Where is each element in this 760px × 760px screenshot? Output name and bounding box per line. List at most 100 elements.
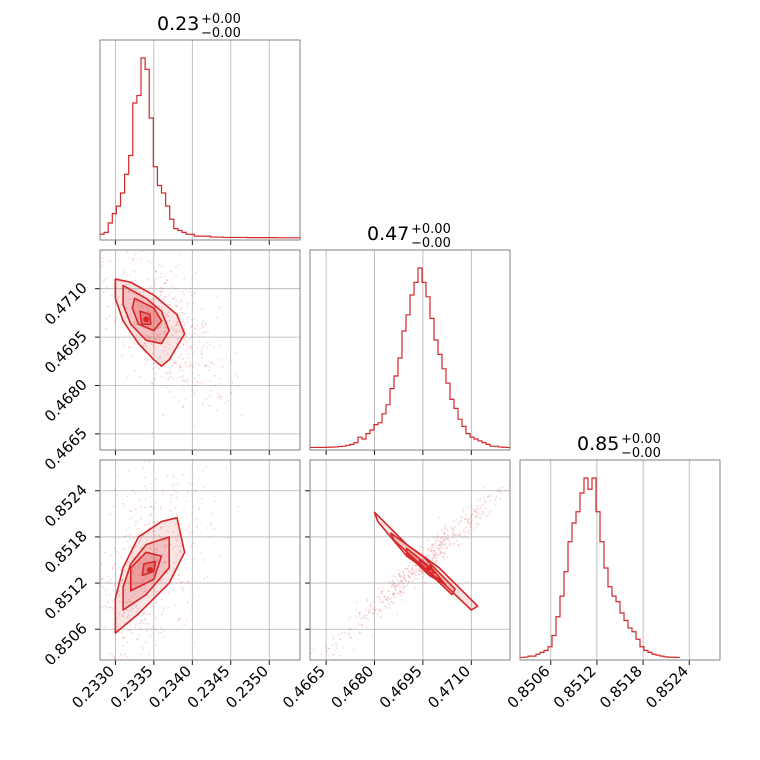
contour-panel-3-2-sample-point [469, 525, 471, 528]
contour-panel-3-2-sample-point [422, 571, 425, 574]
contour-panel-2-1-sample-point [128, 290, 130, 293]
contour-panel-3-1-sample-point [167, 591, 170, 594]
contour-panel-3-2-sample-point [403, 577, 406, 579]
contour-panel-3-1-sample-point [133, 566, 135, 569]
contour-panel-3-2-sample-point [388, 606, 390, 609]
contour-panel-2-1-sample-point [157, 327, 160, 329]
contour-panel-3-1-sample-point [127, 614, 130, 617]
contour-panel-3-1-sample-point [124, 600, 127, 603]
contour-panel-3-2-sample-point [392, 594, 394, 596]
contour-panel-2-1-sample-point [175, 330, 178, 333]
contour-panel-2-1-sample-point [178, 253, 181, 256]
contour-panel-3-2-sample-point [446, 538, 448, 540]
contour-panel-3-2-sample-point [470, 520, 472, 523]
contour-panel-3-2-sample-point [442, 543, 444, 546]
contour-panel-2-1-sample-point [168, 371, 171, 373]
contour-panel-2-1-sample-point [164, 377, 167, 380]
contour-panel-2-1-sample-point [175, 361, 178, 364]
contour-panel-3-2-sample-point [335, 642, 337, 645]
contour-panel-3-2-sample-point [443, 538, 446, 541]
contour-panel-2-1-sample-point [191, 318, 193, 321]
contour-panel-3-2-sample-point [433, 549, 436, 552]
contour-panel-3-1-sample-point [172, 561, 175, 564]
contour-panel-2-1-sample-point [164, 281, 167, 284]
contour-panel-3-1-sample-point [86, 676, 88, 678]
contour-panel-3-1-sample-point [140, 588, 143, 590]
contour-panel-2-1-sample-point [196, 324, 198, 326]
contour-panel-2-1-sample-point [142, 321, 144, 324]
xtick-label-param-2-3: 0.4710 [424, 662, 474, 712]
contour-panel-2-1-sample-point [77, 253, 79, 255]
contour-panel-2-1-sample-point [183, 277, 186, 280]
contour-panel-3-2-sample-point [469, 523, 472, 526]
contour-panel-2-1-sample-point [134, 246, 136, 248]
contour-panel-3-2-sample-point [566, 435, 568, 437]
contour-panel-2-1-sample-point [147, 302, 150, 305]
contour-panel-3-1-sample-point [183, 623, 186, 626]
contour-panel-2-1-sample-point [194, 292, 196, 295]
contour-panel-2-1-sample-point [155, 298, 157, 300]
contour-panel-3-2-sample-point [365, 617, 368, 620]
contour-panel-3-1-sample-point [136, 520, 139, 523]
contour-panel-3-2-sample-point [416, 577, 419, 580]
contour-panel-2-1-sample-point [131, 292, 134, 294]
contour-panel-2-1-sample-point [209, 379, 212, 382]
contour-panel-3-2-sample-point [442, 532, 445, 534]
contour-panel-3-2-sample-point [376, 596, 379, 598]
contour-panel-3-2-sample-point [369, 605, 372, 607]
contour-panel-3-2-sample-point [372, 612, 375, 615]
contour-panel-2-1-sample-point [170, 271, 173, 273]
contour-panel-3-2-sample-point [439, 547, 442, 550]
contour-panel-3-2-sample-point [398, 581, 401, 584]
contour-panel-3-2-sample-point [460, 520, 462, 523]
contour-panel-2-1-sample-point [175, 323, 178, 326]
contour-panel-3-2-sample-point [443, 555, 445, 558]
contour-panel-3-2-sample-point [386, 601, 389, 604]
contour-panel-3-2-sample-point [475, 523, 478, 525]
contour-panel-2-1-sample-point [218, 395, 221, 398]
contour-panel-2-1-sample-point [198, 374, 201, 377]
contour-panel-2-1-sample-point [160, 376, 163, 378]
contour-panel-3-2-sample-point [433, 554, 436, 556]
contour-panel-2-1-sample-point [155, 319, 158, 322]
contour-panel-3-2-sample-point [504, 489, 507, 492]
contour-panel-3-2-sample-point [476, 522, 479, 525]
contour-panel-3-2-sample-point [388, 581, 390, 583]
hist-panel-1-bin-9 [137, 96, 141, 239]
contour-panel-2-1-sample-point [177, 369, 180, 372]
contour-panel-3-2-sample-point [411, 572, 414, 575]
contour-panel-3-1-sample-point [136, 637, 139, 640]
hist-panel-3-bin-13 [572, 523, 576, 658]
contour-panel-3-2-sample-point [359, 611, 362, 614]
contour-panel-3-2-sample-point [438, 547, 441, 550]
hist-panel-1-bin-11 [145, 69, 149, 238]
contour-panel-2-1-sample-point [160, 360, 163, 363]
contour-panel-2-1-sample-point [174, 361, 177, 364]
contour-panel-3-2-sample-point [470, 505, 473, 507]
contour-panel-3-2-sample-point [384, 605, 387, 608]
contour-panel-3-2-sample-point [477, 499, 479, 501]
contour-panel-3-2-sample-point [452, 529, 455, 532]
contour-panel-2-1-sample-point [217, 392, 219, 395]
contour-panel-3-2-sample-point [402, 570, 405, 573]
contour-panel-2-1-sample-point [167, 315, 170, 318]
contour-panel-3-2-sample-point [407, 568, 409, 571]
contour-panel-3-2-sample-point [481, 510, 484, 513]
contour-panel-2-1-sample-point [167, 303, 169, 306]
contour-panel-3-2-sample-point [386, 596, 389, 599]
contour-panel-2-1-sample-point [169, 368, 172, 371]
contour-panel-2-1-sample-point [226, 394, 229, 397]
contour-panel-3-2-sample-point [485, 500, 488, 503]
contour-panel-3-2-sample-point [472, 513, 474, 516]
contour-panel-3-1-sample-point [114, 585, 116, 587]
contour-panel-2-1-sample-point [153, 378, 156, 381]
contour-panel-2-1-sample-point [174, 328, 177, 331]
xtick-label-param-2-0: 0.4665 [279, 662, 329, 712]
contour-panel-3-1-sample-point [176, 534, 179, 536]
contour-panel-3-2-sample-point [389, 582, 391, 585]
contour-panel-3-2-sample-point [391, 580, 393, 583]
hist-panel-1-bin-7 [129, 156, 133, 239]
contour-panel-2-1-sample-point [201, 402, 204, 405]
contour-panel-3-1-sample-point [137, 565, 140, 568]
contour-panel-2-1-sample-point [115, 317, 117, 319]
